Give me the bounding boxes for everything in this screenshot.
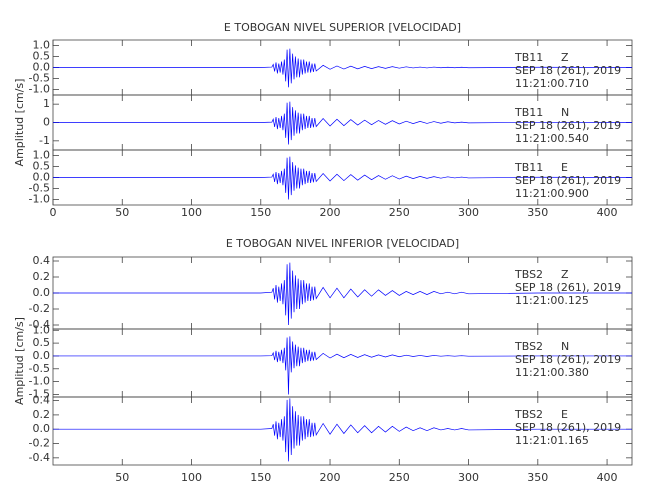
x-tick-label: 100 (181, 206, 202, 219)
component-label: E (561, 408, 568, 421)
time-label: 11:21:00.710 (515, 77, 589, 90)
x-tick-label: 400 (597, 206, 618, 219)
x-tick-label: 200 (320, 471, 341, 484)
y-tick-label: -0.5 (29, 362, 50, 375)
time-label: 11:21:00.900 (515, 187, 589, 200)
time-label: 11:21:01.165 (515, 434, 589, 447)
y-axis-label: Amplitud [cm/s] (13, 79, 26, 167)
date-label: SEP 18 (261), 2019 (515, 421, 621, 434)
y-tick-label: -0.4 (29, 318, 50, 331)
y-tick-label: 1.0 (33, 39, 51, 52)
x-tick-label: 150 (250, 206, 271, 219)
trace (53, 48, 633, 88)
station-label: TBS2 (514, 340, 543, 353)
y-tick-label: 0.4 (33, 254, 51, 267)
x-tick-label: 350 (527, 206, 548, 219)
y-tick-label: -1.0 (29, 375, 50, 388)
x-tick-label: 50 (115, 471, 129, 484)
x-tick-label: 250 (389, 206, 410, 219)
date-label: SEP 18 (261), 2019 (515, 119, 621, 132)
y-tick-label: 1 (43, 97, 50, 110)
date-label: SEP 18 (261), 2019 (515, 174, 621, 187)
y-tick-label: -1 (39, 134, 50, 147)
y-tick-label: 0.0 (33, 286, 51, 299)
x-tick-label: 150 (250, 471, 271, 484)
y-tick-label: 0.4 (33, 394, 51, 407)
component-label: N (561, 340, 569, 353)
y-tick-label: 0.0 (33, 422, 51, 435)
station-label: TB11 (514, 161, 543, 174)
chart-title: E TOBOGAN NIVEL INFERIOR [VELOCIDAD] (226, 237, 459, 250)
y-tick-label: 1.0 (33, 323, 51, 336)
time-label: 11:21:00.540 (515, 132, 589, 145)
y-tick-label: -0.2 (29, 437, 50, 450)
x-tick-label: 50 (115, 206, 129, 219)
x-tick-label: 250 (389, 471, 410, 484)
time-label: 11:21:00.380 (515, 366, 589, 379)
y-tick-label: 0 (43, 116, 50, 129)
y-tick-label: -0.5 (29, 72, 50, 85)
component-label: E (561, 161, 568, 174)
station-label: TBS2 (514, 408, 543, 421)
y-tick-label: 0.5 (33, 336, 51, 349)
y-axis-label: Amplitud [cm/s] (13, 317, 26, 405)
x-tick-label: 100 (181, 471, 202, 484)
component-label: Z (561, 51, 569, 64)
trace (53, 156, 633, 200)
y-tick-label: -0.4 (29, 451, 50, 464)
y-tick-label: -1.0 (29, 193, 50, 206)
date-label: SEP 18 (261), 2019 (515, 281, 621, 294)
trace (53, 336, 632, 395)
x-tick-label: 200 (320, 206, 341, 219)
y-tick-label: 0.5 (33, 50, 51, 63)
y-tick-label: 0.5 (33, 160, 51, 173)
y-tick-label: 0.0 (33, 171, 51, 184)
y-tick-label: -0.2 (29, 302, 50, 315)
y-tick-label: 0.2 (33, 270, 51, 283)
trace (53, 398, 632, 462)
station-label: TBS2 (514, 268, 543, 281)
y-tick-label: 1.0 (33, 149, 51, 162)
chart-title: E TOBOGAN NIVEL SUPERIOR [VELOCIDAD] (224, 21, 461, 34)
station-label: TB11 (514, 106, 543, 119)
trace (53, 101, 633, 145)
date-label: SEP 18 (261), 2019 (515, 353, 621, 366)
y-tick-label: -1.0 (29, 83, 50, 96)
station-label: TB11 (514, 51, 543, 64)
y-tick-label: -0.5 (29, 182, 50, 195)
subplot-frame (52, 396, 633, 466)
x-tick-label: 0 (50, 206, 57, 219)
x-tick-label: 350 (527, 471, 548, 484)
time-label: 11:21:00.125 (515, 294, 589, 307)
x-tick-label: 300 (458, 471, 479, 484)
y-tick-label: 0.0 (33, 61, 51, 74)
x-tick-label: 400 (597, 471, 618, 484)
date-label: SEP 18 (261), 2019 (515, 64, 621, 77)
y-tick-label: -1.5 (29, 387, 50, 400)
component-label: Z (561, 268, 569, 281)
x-tick-label: 300 (458, 206, 479, 219)
component-label: N (561, 106, 569, 119)
y-tick-label: 0.0 (33, 349, 51, 362)
y-tick-label: 0.2 (33, 408, 51, 421)
trace (53, 262, 632, 326)
